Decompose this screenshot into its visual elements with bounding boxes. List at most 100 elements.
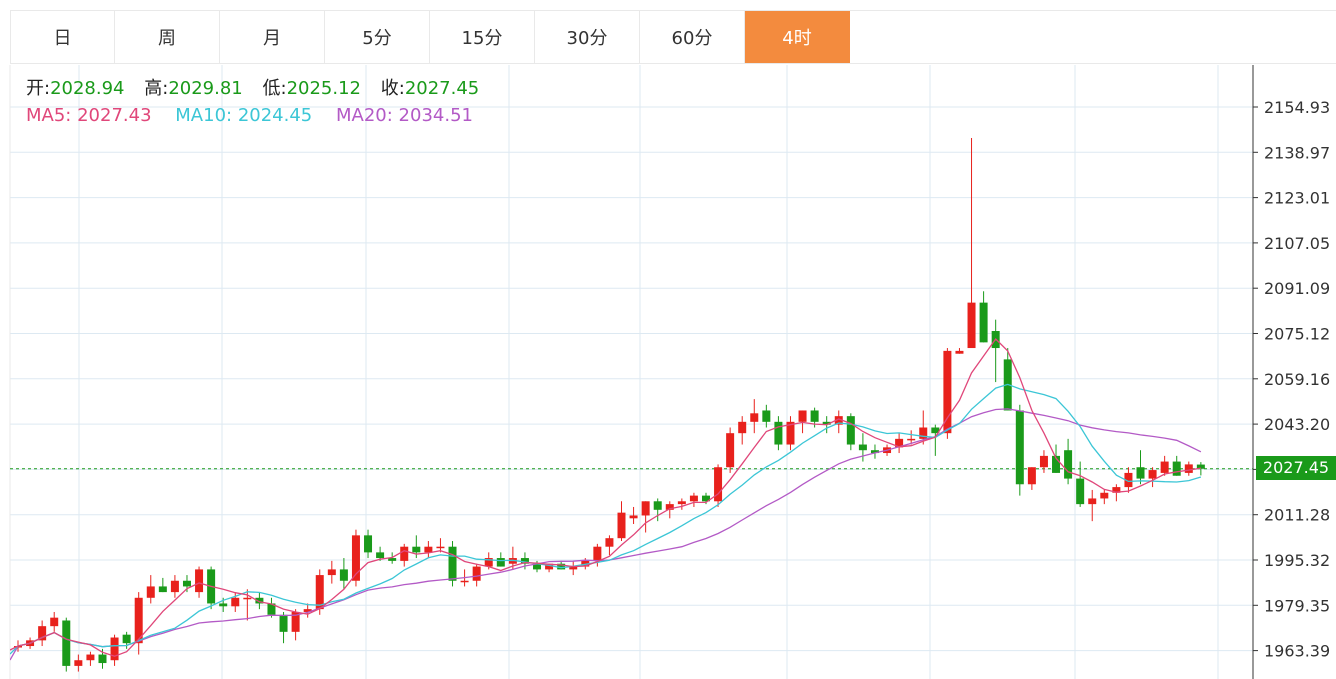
candle [677, 498, 686, 510]
y-tick-label: 2154.93 [1264, 98, 1330, 117]
y-tick-label: 1995.32 [1264, 551, 1330, 570]
tab-5min[interactable]: 5分 [325, 11, 430, 63]
candle [1039, 450, 1048, 473]
candle-body [786, 421, 795, 445]
candle [339, 558, 348, 590]
candle-body [436, 546, 445, 549]
candle [1136, 450, 1145, 485]
y-tick-label: 2059.16 [1264, 370, 1330, 389]
candle-body [557, 563, 566, 570]
candle-body [460, 580, 469, 583]
candle [110, 634, 119, 666]
candle-body [472, 566, 481, 581]
candle [605, 535, 614, 556]
ma10-line [10, 383, 1202, 655]
candle-body [798, 410, 807, 422]
candle-body [98, 654, 107, 664]
tab-week[interactable]: 周 [115, 11, 220, 63]
ma5-readout: MA5: 2027.43 [26, 105, 152, 126]
ma10-readout: MA10: 2024.45 [175, 105, 312, 126]
candle-body [195, 569, 204, 593]
candle-body [388, 558, 397, 561]
candle-body [1039, 455, 1048, 468]
ma5-value: 2027.43 [77, 105, 152, 126]
tab-month[interactable]: 月 [220, 11, 325, 63]
candle-body [1015, 410, 1024, 485]
candle-body [219, 603, 228, 607]
low-value: 2025.12 [286, 78, 362, 99]
candle-body [569, 566, 578, 570]
ma10-label: MA10: [175, 105, 233, 126]
candle [569, 560, 578, 576]
candle [943, 348, 952, 439]
candle-body [545, 563, 554, 570]
candle-body [1100, 492, 1109, 499]
candle-body [134, 597, 143, 644]
candle-body [86, 654, 95, 661]
ma20-readout: MA20: 2034.51 [336, 105, 473, 126]
candle-body [641, 501, 650, 516]
candle-body [774, 421, 783, 445]
candle [74, 654, 83, 672]
ma10-value: 2024.45 [237, 105, 313, 126]
candle-body [617, 512, 626, 539]
candle-body [665, 504, 674, 510]
candle-body [400, 546, 409, 561]
candle [267, 597, 276, 618]
candle [967, 138, 976, 349]
y-tick-label: 2107.05 [1264, 234, 1330, 253]
candle-body [1112, 487, 1121, 493]
candle [207, 566, 216, 610]
candle-body [38, 626, 47, 641]
ma20-value: 2034.51 [398, 105, 473, 126]
tab-30min[interactable]: 30分 [535, 11, 640, 63]
candle-body [520, 558, 529, 564]
candle-body [1064, 450, 1073, 479]
candle [750, 399, 759, 434]
tab-day[interactable]: 日 [10, 11, 115, 63]
candle [834, 410, 843, 434]
candle-body [50, 617, 59, 627]
high-value: 2029.81 [168, 78, 243, 99]
candle [653, 498, 662, 522]
candle-body [726, 433, 735, 468]
candle-body [351, 535, 360, 581]
candle [846, 413, 855, 451]
candle [436, 538, 445, 553]
candle-body [182, 580, 191, 587]
candle [315, 569, 324, 615]
candle [62, 617, 71, 672]
candle-body [424, 546, 433, 553]
candle-body [1160, 461, 1169, 473]
candle [86, 651, 95, 666]
y-tick-label: 2011.28 [1264, 506, 1330, 525]
candle [738, 416, 747, 445]
candle [472, 563, 481, 587]
candle [38, 620, 47, 647]
candle-body [267, 603, 276, 615]
candle [762, 404, 771, 428]
ohlc-readout: 开:2028.94 高:2029.81 低:2025.12 收:2027.45 [26, 78, 493, 99]
candle [1148, 467, 1157, 488]
candle [279, 611, 288, 644]
tab-4hour[interactable]: 4时 [745, 11, 850, 63]
close-label: 收: [380, 78, 405, 99]
candle [496, 552, 505, 567]
candle [351, 529, 360, 587]
tab-15min[interactable]: 15分 [430, 11, 535, 63]
candle-body [533, 563, 542, 570]
candles [14, 138, 1205, 672]
tab-60min[interactable]: 60分 [640, 11, 745, 63]
candle [726, 427, 735, 473]
candle-body [255, 597, 264, 604]
candle [617, 501, 626, 542]
ma5-label: MA5: [26, 105, 72, 126]
candle-body [339, 569, 348, 581]
candle-body [979, 302, 988, 343]
candle [641, 501, 650, 533]
y-tick-label: 1963.39 [1264, 642, 1330, 661]
candle [50, 611, 59, 632]
candle-body [448, 546, 457, 581]
candle-body [1052, 455, 1061, 473]
